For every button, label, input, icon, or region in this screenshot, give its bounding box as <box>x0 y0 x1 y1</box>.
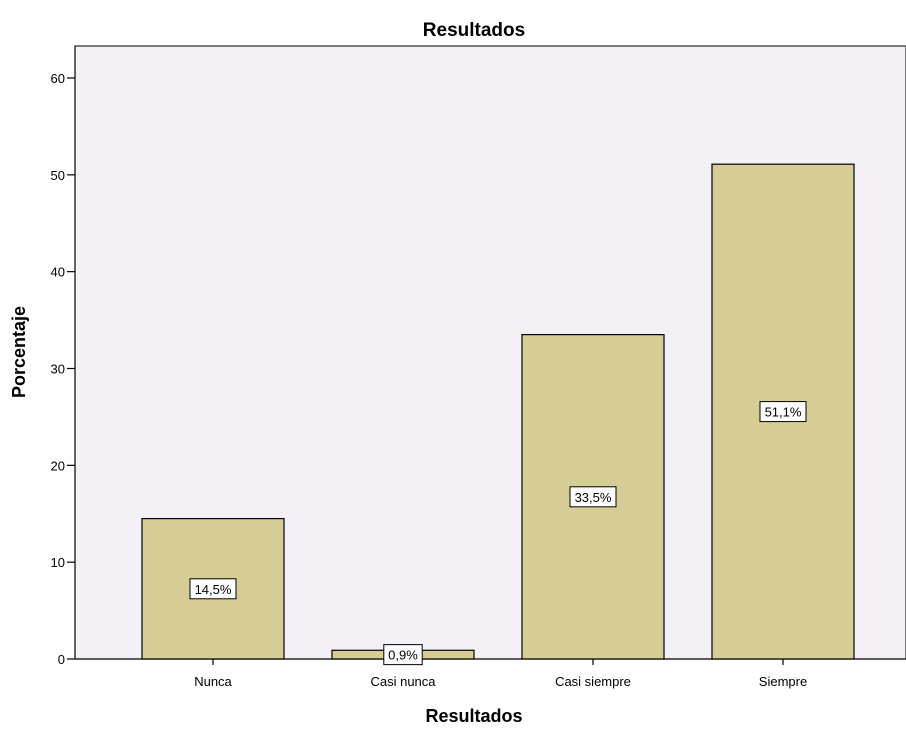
y-tick-label: 10 <box>51 555 65 570</box>
data-label: 14,5% <box>195 582 232 597</box>
data-label-box <box>759 401 807 423</box>
chart-title: Resultados <box>423 20 525 41</box>
x-axis: Nunca Casi nunca Casi siempre Siempre <box>75 658 906 689</box>
x-tick-label: Siempre <box>759 674 807 689</box>
x-tick-label: Nunca <box>194 674 232 689</box>
y-axis: 0 10 20 30 40 50 60 <box>51 46 76 667</box>
x-tick-label: Casi nunca <box>370 674 436 689</box>
y-tick-label: 0 <box>58 652 65 667</box>
y-tick-label: 40 <box>51 265 65 280</box>
x-axis-title: Resultados <box>425 706 522 724</box>
x-tick-label: Casi siempre <box>555 674 631 689</box>
y-tick-label: 60 <box>51 71 65 86</box>
data-label: 0,9% <box>388 648 418 663</box>
y-axis-title: Porcentaje <box>9 306 29 398</box>
y-tick-label: 50 <box>51 168 65 183</box>
data-label: 51,1% <box>765 405 802 420</box>
data-label-box <box>569 486 617 508</box>
y-tick-label: 20 <box>51 458 65 473</box>
data-label: 33,5% <box>575 490 612 505</box>
y-tick-label: 30 <box>51 362 65 377</box>
data-label-box <box>383 644 423 666</box>
data-label-box <box>189 578 237 600</box>
data-labels: 14,5% 0,9% 33,5% 51,1% <box>189 401 807 666</box>
